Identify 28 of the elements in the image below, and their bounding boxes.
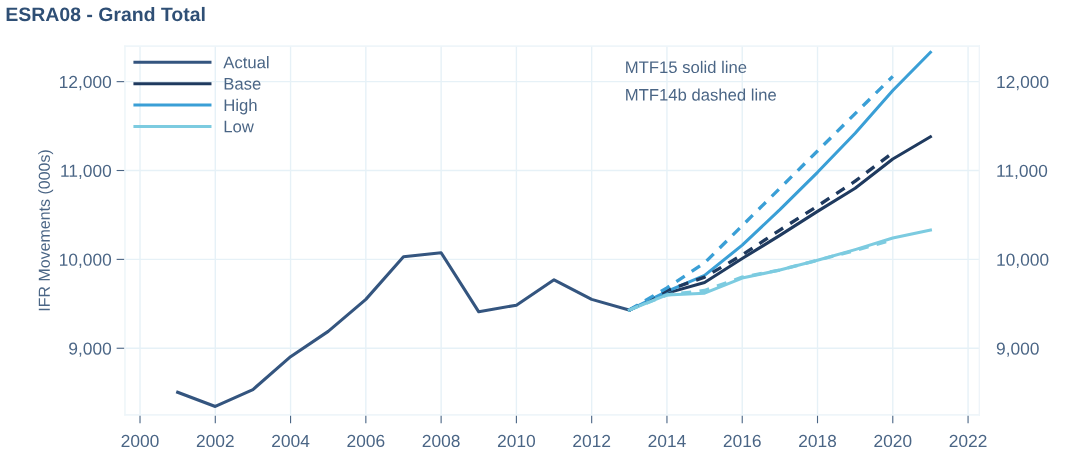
x-tick-label: 2016	[723, 434, 761, 448]
x-tick-label: 2006	[347, 434, 385, 448]
legend-label: Low	[224, 120, 254, 133]
y-tick-label: 11,000	[61, 164, 112, 180]
legend-label: High	[224, 98, 257, 115]
y-tick-label: 12,000	[59, 75, 112, 91]
x-tick-label: 2002	[196, 434, 234, 448]
y-axis-title: IFR Movements (000s)	[38, 150, 54, 311]
x-tick-label: 2018	[799, 434, 837, 448]
y-tick-label: 9,000	[69, 342, 112, 357]
y2-tick-label: 9,000	[996, 342, 1039, 357]
x-tick-label: 2008	[422, 434, 460, 448]
x-tick-label: 2022	[949, 434, 987, 448]
x-tick-label: 2020	[874, 434, 912, 448]
x-tick-label: 2004	[272, 434, 310, 448]
legend-label: Actual	[223, 56, 269, 69]
annotation: MTF15 solid line	[626, 60, 747, 74]
x-tick-label: 2010	[497, 434, 536, 448]
y2-tick-label: 10,000	[997, 253, 1049, 268]
legend-label: Base	[224, 78, 261, 90]
x-tick-label: 2014	[648, 434, 686, 448]
x-tick-label: 2000	[121, 434, 159, 448]
y2-tick-label: 12,000	[997, 75, 1049, 91]
x-tick-label: 2012	[573, 434, 611, 448]
y-tick-label: 10,000	[59, 253, 112, 268]
y2-tick-label: 11,000	[997, 164, 1048, 180]
chart-title: ESRA08 - Grand Total	[6, 6, 205, 22]
annotation: MTF14b dashed line	[626, 88, 776, 101]
